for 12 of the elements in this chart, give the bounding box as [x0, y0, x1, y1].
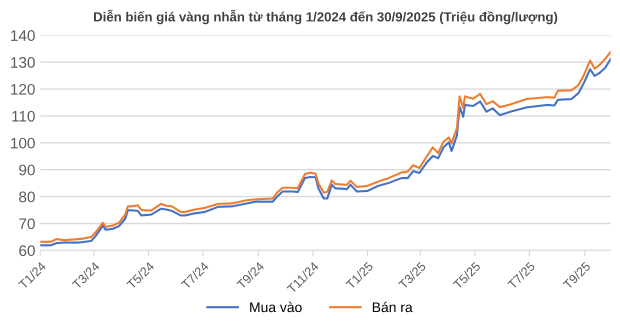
- y-tick-label: 140: [11, 30, 35, 41]
- y-tick-label: 120: [11, 84, 35, 95]
- y-tick-label: 60: [19, 245, 35, 256]
- y-tick-label: 100: [11, 138, 35, 149]
- y-tick-label: 70: [19, 218, 35, 230]
- y-tick-label: 80: [19, 191, 35, 202]
- chart-title: Diễn biến giá vàng nhẫn từ tháng 1/2024 đến 30/9/2025 (Triệu đồng/lượng): [94, 10, 558, 24]
- y-tick-label: 130: [11, 57, 35, 68]
- y-tick-label: 110: [12, 110, 35, 122]
- y-tick-label: 90: [19, 164, 35, 176]
- legend-label: Bán ra: [372, 302, 413, 312]
- legend-label: Mua vào: [250, 302, 302, 312]
